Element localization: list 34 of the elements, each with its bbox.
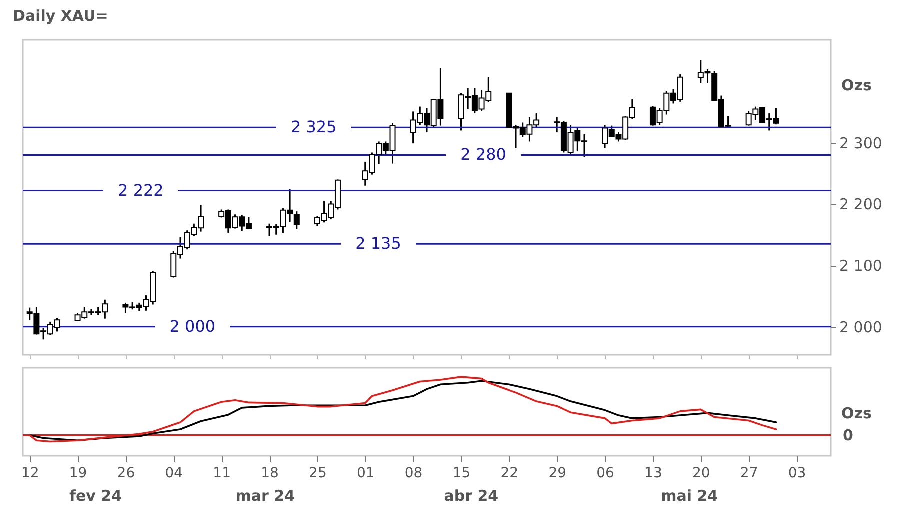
x-tick-label: 11 [213, 466, 231, 482]
text: fev 24 [69, 487, 122, 505]
x-tick-label: 27 [740, 466, 758, 482]
ref-line-label: 0 [843, 426, 854, 444]
y-axis-title: Ozs [842, 404, 872, 422]
x-tick-label: 20 [692, 466, 710, 482]
y-tick-label: 2 000 [840, 318, 882, 336]
x-tick-label: 29 [548, 466, 567, 482]
y-axis-title: Ozs [842, 76, 872, 94]
y-tick-label: 2 200 [840, 196, 882, 214]
ref-line-label: 2 325 [290, 118, 337, 137]
ref-line-label: 2 222 [118, 180, 164, 200]
x-tick-label: 19 [69, 466, 88, 482]
y-tick-label: 2 300 [840, 134, 882, 152]
ref-line-label: 2 135 [356, 234, 402, 254]
x-tick-label: 26 [117, 466, 136, 482]
x-tick-label: 03 [788, 466, 806, 482]
x-tick-label: 06 [596, 466, 615, 482]
x-tick-label: 25 [309, 466, 327, 482]
x-tick-label: 13 [644, 466, 662, 482]
ref-line-label: 2 000 [170, 316, 216, 336]
x-tick-label: 18 [261, 466, 279, 482]
x-tick-label: 04 [165, 466, 184, 482]
chart-title: Daily XAU= [13, 7, 108, 25]
x-tick-label: 22 [500, 466, 519, 482]
text: abr 24 [444, 487, 499, 505]
y-tick-label: 2 100 [840, 257, 882, 276]
x-tick-label: 12 [21, 466, 40, 482]
x-tick-label: 01 [356, 466, 375, 482]
text: mai 24 [661, 487, 718, 505]
x-tick-label: 08 [404, 466, 423, 482]
ref-line-label: 2 280 [460, 145, 506, 164]
text: mar 24 [236, 487, 296, 505]
x-tick-label: 15 [452, 466, 471, 482]
